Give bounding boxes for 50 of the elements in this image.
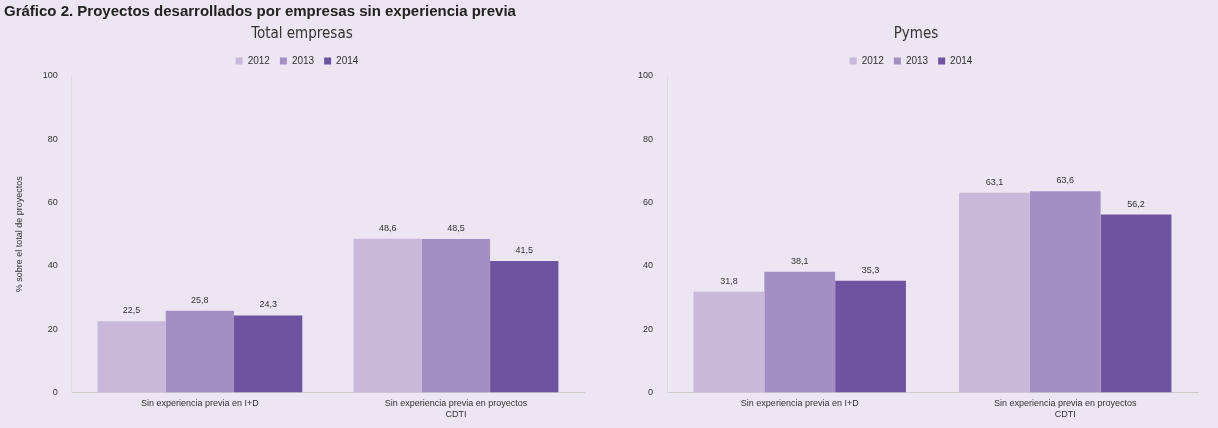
legend-label: 2014	[950, 54, 973, 66]
chart-title: Gráfico 2. Proyectos desarrollados por empresas sin experiencia previa	[3, 1, 517, 21]
data-label: 22,5	[122, 305, 141, 316]
legend-label: 2014	[336, 54, 359, 66]
data-label: 56,2	[1127, 198, 1145, 209]
y-tick-label: 60	[643, 197, 654, 208]
legend-label: 2012	[861, 54, 885, 66]
legend-label: 2013	[905, 54, 929, 66]
legend-label: 2012	[247, 54, 271, 66]
bar	[835, 280, 906, 393]
data-label: 25,8	[191, 294, 209, 305]
bar	[234, 315, 303, 393]
bar	[165, 310, 235, 393]
x-tick-label: Sin experiencia previa en I+D	[740, 398, 860, 409]
y-tick-label: 80	[47, 133, 58, 144]
y-tick-label: 0	[52, 386, 58, 397]
data-label: 31,8	[720, 275, 738, 286]
data-label: 48,6	[378, 222, 397, 233]
data-label: 24,3	[259, 299, 277, 310]
y-tick-label: 40	[47, 260, 58, 271]
y-tick-label: 40	[643, 260, 654, 271]
y-tick-label: 20	[47, 323, 58, 334]
legend-label: 2013	[291, 54, 315, 66]
data-label: 63,6	[1056, 175, 1075, 186]
y-tick-label: 0	[648, 386, 654, 397]
bar	[490, 261, 559, 393]
data-label: 35,3	[861, 264, 880, 275]
bar	[959, 192, 1030, 393]
x-tick-label: Sin experiencia previa en proyectos CDTI	[993, 398, 1138, 420]
y-tick-label: 80	[643, 133, 654, 144]
bar	[421, 238, 491, 393]
y-tick-label: 20	[643, 323, 654, 334]
y-tick-label: 100	[637, 70, 654, 81]
bar	[353, 238, 422, 393]
chart-subtitle: Pymes	[892, 24, 940, 44]
bar	[97, 321, 166, 393]
data-label: 48,5	[447, 222, 465, 233]
data-label: 41,5	[515, 245, 534, 256]
bar	[764, 271, 836, 393]
chart-subtitle: Total empresas	[250, 24, 354, 44]
data-label: 38,1	[791, 255, 809, 266]
x-tick-label: Sin experiencia previa en proyectos CDTI	[384, 398, 528, 420]
x-tick-label: Sin experiencia previa en I+D	[140, 398, 260, 409]
bar	[1100, 214, 1172, 393]
bar	[693, 291, 765, 393]
bar	[1029, 191, 1101, 393]
y-tick-label: 100	[42, 70, 58, 81]
y-axis-title: % sobre el total de proyectos	[13, 175, 24, 293]
y-tick-label: 60	[47, 197, 58, 208]
data-label: 63,1	[985, 176, 1004, 187]
